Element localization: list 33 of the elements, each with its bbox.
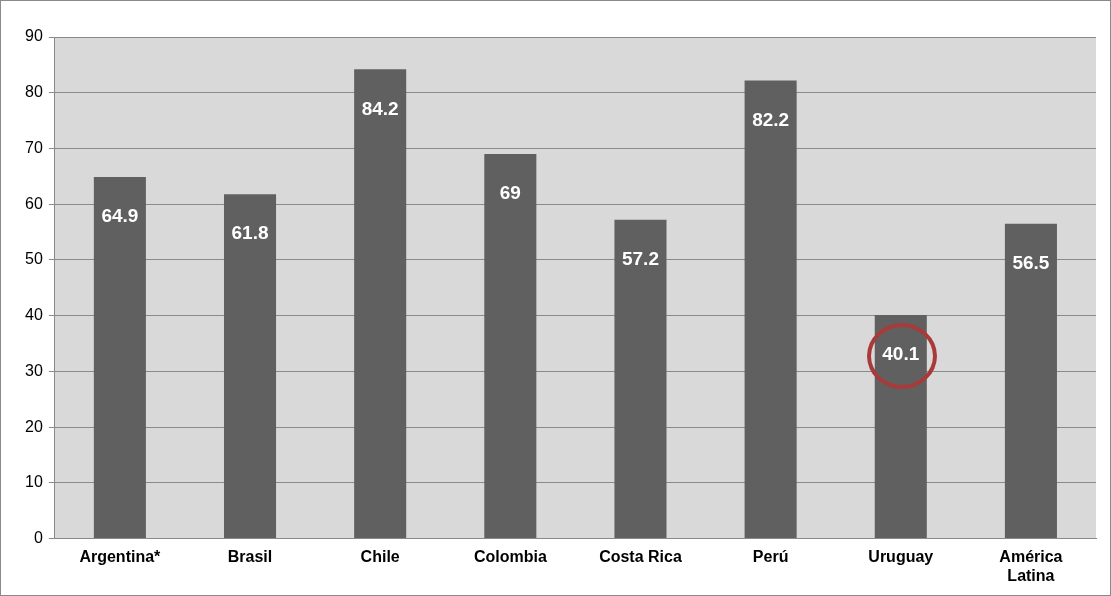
- x-tick-label: América Latina: [999, 547, 1063, 584]
- y-tick-label: 70: [25, 138, 43, 156]
- data-label: 82.2: [752, 108, 790, 130]
- x-tick-label: Chile: [360, 547, 400, 565]
- y-tick-label: 30: [25, 361, 43, 379]
- y-tick-label: 80: [25, 83, 43, 101]
- y-tick-label: 0: [33, 529, 43, 547]
- y-tick-label: 50: [25, 250, 43, 268]
- bar: [1004, 223, 1057, 539]
- data-label: 64.9: [101, 205, 139, 227]
- data-label: 40.1: [882, 343, 920, 365]
- data-label: 61.8: [231, 222, 269, 244]
- x-tick-label: Perú: [752, 547, 789, 565]
- data-label: 57.2: [621, 248, 659, 270]
- data-label: 69: [499, 182, 521, 204]
- data-label: 56.5: [1012, 251, 1050, 273]
- x-tick-label: Colombia: [473, 547, 547, 565]
- bar: [93, 176, 146, 539]
- bar: [744, 80, 797, 539]
- bar: [223, 194, 277, 539]
- bar: [614, 219, 667, 539]
- y-tick-label: 20: [25, 417, 43, 435]
- data-label: 84.2: [361, 97, 399, 119]
- x-tick-label: Brasil: [227, 547, 273, 565]
- bar: [484, 154, 537, 539]
- bar: [354, 69, 407, 539]
- x-tick-label: Uruguay: [868, 547, 934, 565]
- x-tick-label: Argentina*: [79, 547, 162, 565]
- x-tick-label: Costa Rica: [599, 547, 682, 565]
- y-tick-label: 40: [25, 306, 43, 324]
- y-tick-label: 60: [25, 194, 43, 212]
- y-tick-label: 10: [25, 473, 43, 491]
- y-tick-label: 90: [25, 27, 43, 45]
